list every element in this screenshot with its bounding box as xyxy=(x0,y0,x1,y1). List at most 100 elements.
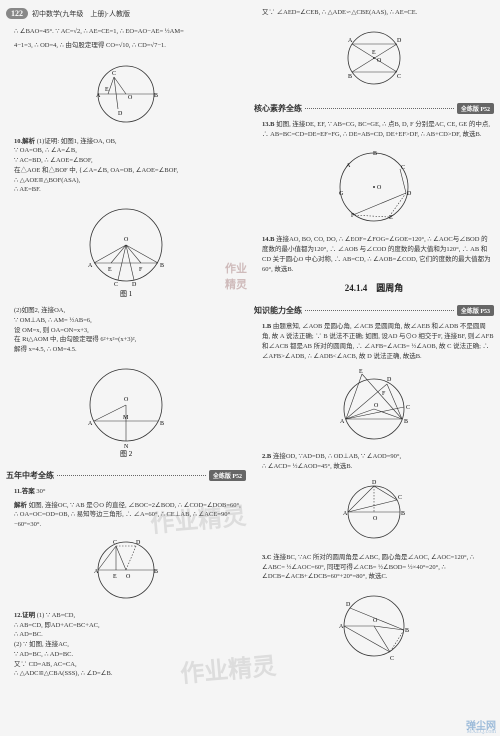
svg-text:F: F xyxy=(139,267,143,273)
svg-text:A: A xyxy=(96,93,101,99)
svg-text:E: E xyxy=(372,50,376,56)
item-text-1r: 由题意知, ∠AOB 是圆心角, ∠ACB 是圆周角, 故∠AEB 和∠ADB … xyxy=(262,323,494,359)
problem-11b: 解析 如图, 连接OC, ∵ AB 是⊙O 的直径, ∠BOC=2∠BOD, ∴… xyxy=(6,501,246,530)
dots xyxy=(305,108,454,109)
svg-text:C: C xyxy=(390,656,394,662)
svg-text:O: O xyxy=(128,95,133,101)
svg-text:E: E xyxy=(105,87,109,93)
item-num-3r: 3.C xyxy=(262,554,272,561)
problem-2r: 2.B 连接OD, ∵AD=DB, ∴ OD⊥AB, ∵ ∠AOD=90°, ∴… xyxy=(254,452,494,472)
problem-12: 12.证明 (1) ∵ AB=CD, ∴ AB=CD, 即AD+AC=BC+AC… xyxy=(6,611,246,679)
sec-title-know: 知识能力全练 xyxy=(254,305,302,316)
svg-text:D: D xyxy=(136,540,141,546)
item-text-10: (1)证明: 如图1, 连接OA, OB, ∵ OA=OB, ∴ ∠A=∠B, … xyxy=(14,138,178,194)
svg-text:C: C xyxy=(401,165,405,171)
svg-text:O: O xyxy=(126,574,131,580)
problem-3r: 3.C 连接BC, ∵AC 所对的圆周角是∠ABC, 圆心角是∠AOC, ∠AO… xyxy=(254,553,494,582)
svg-text:B: B xyxy=(401,511,405,517)
item-num-12: 12.证明 xyxy=(14,612,35,619)
subsection-title: 24.1.4 圆周角 xyxy=(254,281,494,294)
diagram-1: A C E D O B xyxy=(6,59,246,129)
svg-text:B: B xyxy=(160,421,164,427)
svg-text:O: O xyxy=(124,237,129,243)
svg-text:B: B xyxy=(348,74,352,80)
svg-text:C: C xyxy=(112,71,116,77)
svg-text:F: F xyxy=(382,391,386,397)
svg-text:C: C xyxy=(113,540,117,546)
svg-text:C: C xyxy=(397,74,401,80)
sec-ref-core: 全练版 P52 xyxy=(457,103,494,114)
svg-text:F: F xyxy=(351,213,355,219)
svg-text:A: A xyxy=(94,569,99,575)
svg-text:E: E xyxy=(113,574,117,580)
svg-text:G: G xyxy=(339,191,344,197)
item-text-14: 连接AO, BO, CO, DO, ∴ ∠EOF=∠FOG=∠GOE=120°,… xyxy=(262,236,491,272)
svg-text:O: O xyxy=(373,516,378,522)
item-text-2r: 连接OD, ∵AD=DB, ∴ OD⊥AB, ∵ ∠AOD=90°, ∴ ∠AC… xyxy=(262,453,401,470)
svg-text:C: C xyxy=(398,495,402,501)
item-text-13: 如图, 连接DE, EF, ∵ AB=CG, BC=GE, ∴ 点B, D, F… xyxy=(262,121,490,138)
svg-text:B: B xyxy=(373,151,377,157)
item-num-1r: 1.B xyxy=(262,323,271,330)
problem-10b: (2)如图2, 连接OA, ∵ OM⊥AB, ∴ AM= ½AB=6, 设 OM… xyxy=(6,306,246,355)
svg-text:D: D xyxy=(346,602,351,608)
sec-title-core: 核心素养全练 xyxy=(254,103,302,114)
item-num-11b: 解析 xyxy=(14,502,27,509)
section-know: 知识能力全练 全练版 P53 xyxy=(254,305,494,316)
item-num-13: 13.B xyxy=(262,121,274,128)
svg-text:O: O xyxy=(373,618,378,624)
text-p2: 4−1=3, ∴ OD=4, ∴ 由勾股定理得 CO=√10, ∴ CD=√7−… xyxy=(6,41,246,51)
svg-text:D: D xyxy=(372,480,377,486)
svg-text:D: D xyxy=(397,38,402,44)
item-num-10: 10.解析 xyxy=(14,138,35,145)
dots xyxy=(305,310,454,311)
svg-text:D: D xyxy=(132,282,137,288)
diagram-5: A B C D O G F E xyxy=(254,147,494,227)
svg-text:O: O xyxy=(374,403,379,409)
svg-text:B: B xyxy=(405,628,409,634)
svg-text:O: O xyxy=(377,185,382,191)
page-number: 122 xyxy=(6,8,28,19)
diagram-7: D C O A B xyxy=(254,480,494,545)
svg-text:A: A xyxy=(339,624,344,630)
svg-text:A: A xyxy=(340,419,345,425)
svg-text:A: A xyxy=(346,163,351,169)
svg-text:图 2: 图 2 xyxy=(120,450,133,458)
sec-ref-5y: 全练版 P52 xyxy=(209,470,246,481)
diagram-3: O A M N B 图 2 xyxy=(6,363,246,458)
item-num-2r: 2.B xyxy=(262,453,271,460)
svg-text:C: C xyxy=(406,405,410,411)
svg-text:D: D xyxy=(387,377,392,383)
item-ans-11: 30° xyxy=(36,488,45,495)
sec-ref-know: 全练版 P53 xyxy=(457,305,494,316)
svg-text:A: A xyxy=(88,263,93,269)
svg-text:O: O xyxy=(377,58,382,64)
svg-text:E: E xyxy=(108,267,112,273)
svg-text:A: A xyxy=(343,511,348,517)
page-header: 122 初中数学(九年级 上册)·人教版 xyxy=(6,8,246,19)
diagram-8: D A O B C xyxy=(254,590,494,662)
page-title: 初中数学(九年级 上册)·人教版 xyxy=(32,9,130,19)
corner-url: MXEQ.com xyxy=(467,729,497,735)
diagram-r0: A D E O B C xyxy=(254,26,494,91)
problem-14: 14.B 连接AO, BO, CO, DO, ∴ ∠EOF=∠FOG=∠GOE=… xyxy=(254,235,494,274)
svg-text:E: E xyxy=(359,369,363,375)
problem-11: 11.答案 30° xyxy=(6,487,246,497)
svg-text:A: A xyxy=(348,38,353,44)
text-r0: 又∵ ∠AED=∠CEB, ∴ △ADE∽△CBE(AAS), ∴ AE=CE. xyxy=(254,8,494,18)
svg-text:M: M xyxy=(123,415,129,421)
svg-text:图 1: 图 1 xyxy=(120,290,133,298)
svg-text:B: B xyxy=(154,93,158,99)
item-text-12: (1) ∵ AB=CD, ∴ AB=CD, 即AD+AC=BC+AC, ∴ AD… xyxy=(14,612,112,678)
svg-text:D: D xyxy=(118,111,123,117)
svg-text:B: B xyxy=(154,569,158,575)
problem-13: 13.B 如图, 连接DE, EF, ∵ AB=CG, BC=GE, ∴ 点B,… xyxy=(254,120,494,140)
svg-text:D: D xyxy=(407,191,412,197)
section-5year: 五年中考全练 全练版 P52 xyxy=(6,470,246,481)
right-column: 又∵ ∠AED=∠CEB, ∴ △ADE∽△CBE(AAS), ∴ AE=CE.… xyxy=(254,8,494,679)
diagram-4: A C D O E B xyxy=(6,538,246,603)
problem-10: 10.解析 (1)证明: 如图1, 连接OA, OB, ∵ OA=OB, ∴ ∠… xyxy=(6,137,246,196)
svg-text:O: O xyxy=(124,397,129,403)
svg-text:B: B xyxy=(160,263,164,269)
problem-1r: 1.B 由题意知, ∠AOB 是圆心角, ∠ACB 是圆周角, 故∠AEB 和∠… xyxy=(254,322,494,361)
